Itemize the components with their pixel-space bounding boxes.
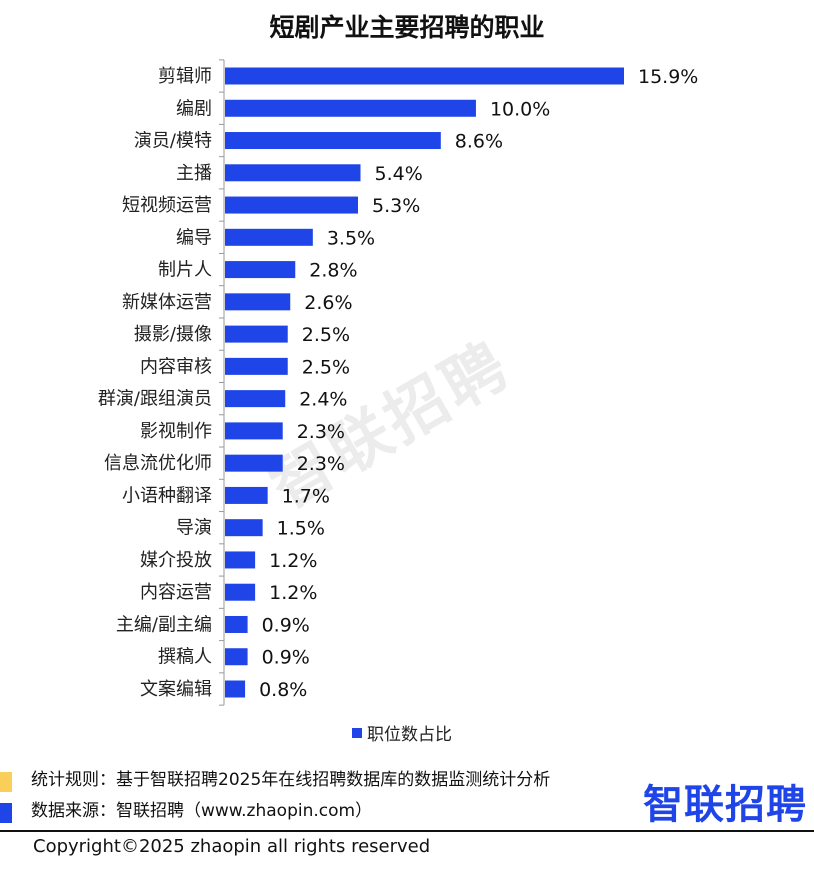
bar xyxy=(225,551,256,569)
value-label: 5.3% xyxy=(372,195,420,217)
bar xyxy=(225,132,441,150)
category-label: 摄影/摄像 xyxy=(134,324,212,345)
bar xyxy=(225,357,288,375)
bar xyxy=(225,519,263,537)
bar xyxy=(225,261,296,279)
bar xyxy=(225,164,361,182)
category-label: 主编/副主编 xyxy=(116,614,212,635)
value-label: 2.4% xyxy=(299,389,347,411)
bar xyxy=(225,615,248,633)
value-label: 1.7% xyxy=(282,485,330,507)
bar xyxy=(225,325,288,343)
value-label: 2.8% xyxy=(309,260,357,282)
bar-chart: 剪辑师 15.9% 编剧 10.0% 演员/模特 8.6% 主播 5.4% 短视频运营 5.3% 编… xyxy=(98,59,698,706)
category-label: 群演/跟组演员 xyxy=(98,389,212,410)
category-label: 编导 xyxy=(176,227,212,248)
value-label: 1.2% xyxy=(269,550,317,572)
value-label: 2.6% xyxy=(304,292,352,314)
value-label: 1.5% xyxy=(277,518,325,540)
bar xyxy=(225,99,476,117)
zhaopin-logo: 智联招聘 xyxy=(643,782,807,828)
bar xyxy=(225,293,291,311)
legend-swatch xyxy=(352,727,362,738)
value-label: 0.9% xyxy=(262,647,310,669)
bar xyxy=(225,67,624,85)
value-label: 0.8% xyxy=(259,679,307,701)
category-label: 内容运营 xyxy=(140,582,212,603)
value-label: 1.2% xyxy=(269,582,317,604)
bar xyxy=(225,486,268,504)
value-label: 2.3% xyxy=(297,421,345,443)
bar xyxy=(225,648,248,666)
category-label: 新媒体运营 xyxy=(122,292,212,313)
chart-title: 短剧产业主要招聘的职业 xyxy=(269,13,545,42)
category-label: 撰稿人 xyxy=(158,647,212,668)
category-label: 制片人 xyxy=(158,260,212,281)
bar xyxy=(225,196,358,214)
value-label: 2.5% xyxy=(302,324,350,346)
value-label: 15.9% xyxy=(638,66,698,88)
data-source-note: 数据来源：智联招聘（www.zhaopin.com） xyxy=(31,801,373,821)
category-label: 导演 xyxy=(176,518,212,539)
legend: 职位数占比 xyxy=(352,720,452,745)
legend-label: 职位数占比 xyxy=(367,725,452,745)
category-label: 小语种翻译 xyxy=(122,485,212,506)
value-label: 5.4% xyxy=(375,163,423,185)
bar xyxy=(225,583,256,601)
category-label: 编剧 xyxy=(176,98,212,119)
bar xyxy=(225,454,283,472)
category-label: 主播 xyxy=(176,163,212,184)
category-label: 影视制作 xyxy=(140,421,212,442)
divider xyxy=(0,830,814,832)
rule-marker xyxy=(0,772,12,792)
category-label: 内容审核 xyxy=(140,356,212,377)
category-label: 信息流优化师 xyxy=(104,453,212,474)
value-label: 3.5% xyxy=(327,227,375,249)
category-label: 媒介投放 xyxy=(140,550,212,571)
value-label: 2.3% xyxy=(297,453,345,475)
category-label: 文案编辑 xyxy=(140,679,212,700)
bar xyxy=(225,228,313,246)
copyright: Copyright©2025 zhaopin all rights reserv… xyxy=(33,836,431,857)
value-label: 2.5% xyxy=(302,356,350,378)
bar xyxy=(225,390,286,408)
value-label: 0.9% xyxy=(262,614,310,636)
category-label: 剪辑师 xyxy=(158,66,212,87)
category-label: 短视频运营 xyxy=(122,195,212,216)
category-label: 演员/模特 xyxy=(134,131,212,152)
bar xyxy=(225,680,246,698)
value-label: 8.6% xyxy=(455,131,503,153)
source-marker xyxy=(0,803,12,823)
value-label: 10.0% xyxy=(490,98,550,120)
stat-rule-note: 统计规则：基于智联招聘2025年在线招聘数据库的数据监测统计分析 xyxy=(31,770,551,790)
bar xyxy=(225,422,283,440)
